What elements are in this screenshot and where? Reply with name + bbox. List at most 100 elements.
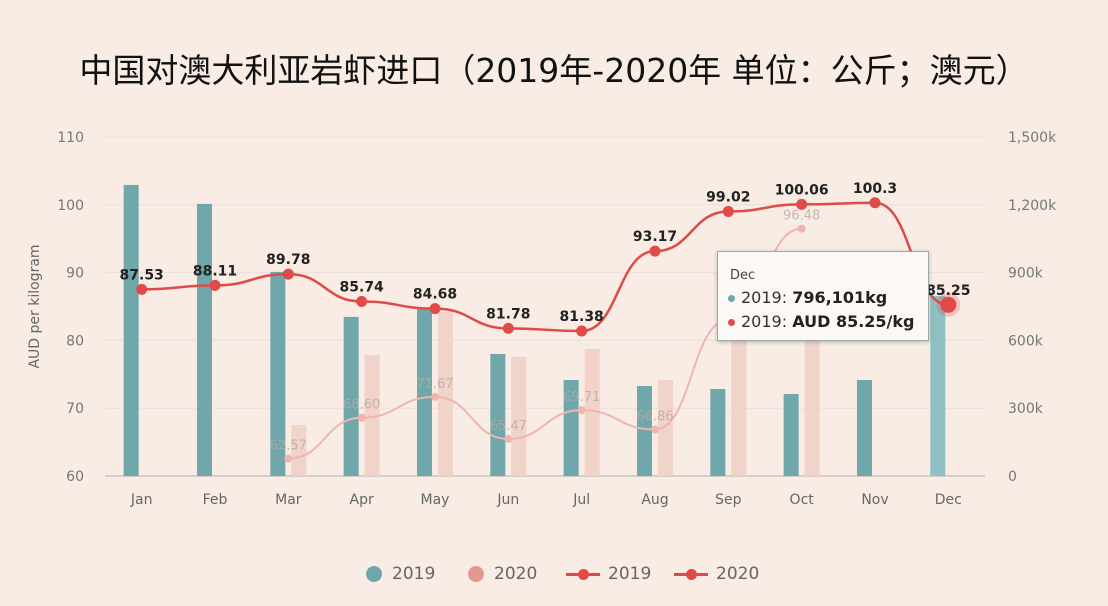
y2-tick-label: 900k bbox=[1008, 266, 1044, 282]
tooltip-value: AUD 85.25/kg bbox=[792, 312, 915, 331]
data-label-2020: 96.48 bbox=[783, 209, 820, 224]
tooltip-value: 796,101kg bbox=[792, 288, 888, 307]
legend-label: 2019 bbox=[392, 564, 436, 584]
data-label-2019: 81.38 bbox=[560, 309, 604, 325]
tooltip-row-volume: 2019: 796,101kg bbox=[728, 288, 887, 307]
x-tick-label: Aug bbox=[641, 492, 668, 508]
bar-2019 bbox=[783, 393, 799, 476]
point-2019 bbox=[796, 198, 808, 210]
data-label-2019: 99.02 bbox=[706, 189, 750, 205]
legend-item-2019-bar[interactable]: 2019 bbox=[366, 564, 435, 584]
bar-2020 bbox=[291, 424, 307, 476]
y2-tick-label: 600k bbox=[1008, 333, 1044, 349]
y-tick-label: 80 bbox=[66, 333, 84, 349]
data-label-2019: 81.78 bbox=[486, 306, 530, 322]
data-label-2019: 85.74 bbox=[340, 279, 385, 295]
point-2020 bbox=[357, 413, 366, 422]
data-label-2019: 85.25 bbox=[926, 283, 970, 299]
bar-2019 bbox=[710, 388, 726, 476]
data-label-2020: 71.67 bbox=[416, 377, 453, 392]
data-label-2019: 84.68 bbox=[413, 287, 457, 303]
point-2019 bbox=[576, 325, 588, 337]
x-tick-label: May bbox=[421, 492, 450, 508]
bar-2019 bbox=[270, 271, 286, 476]
y-tick-label: 110 bbox=[57, 130, 84, 146]
point-2020 bbox=[577, 406, 586, 415]
bar-2019 bbox=[563, 379, 579, 476]
bar-2020 bbox=[438, 311, 453, 476]
teal-dot-icon bbox=[728, 295, 735, 302]
x-tick-label: Jun bbox=[496, 492, 519, 508]
x-tick-label: Dec bbox=[935, 492, 962, 508]
tooltip: Dec 2019: 796,101kg 2019: AUD 85.25/kg bbox=[717, 251, 929, 341]
point-2020 bbox=[651, 425, 659, 434]
point-2020 bbox=[797, 224, 806, 233]
legend-label: 2019 bbox=[608, 564, 652, 584]
bar-2019 bbox=[197, 203, 212, 476]
circle-icon bbox=[366, 566, 382, 582]
circle-icon bbox=[468, 566, 484, 582]
data-label-2020: 69.71 bbox=[563, 390, 600, 405]
y-axis-label: AUD per kilogram bbox=[27, 244, 43, 368]
point-2020 bbox=[431, 392, 439, 401]
data-label-2020: 68.60 bbox=[343, 398, 380, 413]
y-tick-label: 100 bbox=[57, 198, 84, 214]
point-2019 bbox=[940, 296, 957, 313]
red-dot-icon bbox=[728, 319, 735, 326]
x-tick-label: Mar bbox=[275, 492, 302, 508]
y2-tick-label: 1,200k bbox=[1008, 198, 1057, 214]
line-marker-icon bbox=[674, 568, 708, 580]
point-2020 bbox=[284, 454, 293, 463]
legend-item-2020-line[interactable]: 2020 bbox=[674, 564, 759, 584]
point-2019 bbox=[649, 245, 661, 257]
legend-item-2020-bar[interactable]: 2020 bbox=[468, 564, 537, 584]
legend-label: 2020 bbox=[494, 564, 538, 584]
data-label-2020: 65.47 bbox=[490, 419, 527, 434]
point-2019 bbox=[502, 322, 514, 334]
y-tick-label: 60 bbox=[66, 469, 84, 485]
bar-2019 bbox=[417, 308, 432, 476]
y2-tick-label: 300k bbox=[1008, 401, 1044, 417]
point-2019 bbox=[429, 303, 441, 315]
bar-2019 bbox=[123, 184, 139, 477]
tooltip-row-price: 2019: AUD 85.25/kg bbox=[728, 312, 914, 331]
legend-item-2019-line[interactable]: 2019 bbox=[566, 564, 651, 584]
point-2020 bbox=[504, 434, 513, 443]
point-2019 bbox=[722, 205, 734, 217]
data-label-2020: 62.57 bbox=[270, 439, 307, 454]
y-tick-label: 70 bbox=[66, 401, 84, 417]
bar-2020 bbox=[804, 330, 820, 476]
data-label-2019: 100.06 bbox=[775, 182, 829, 198]
x-tick-label: Jan bbox=[130, 492, 153, 508]
line-marker-icon bbox=[566, 568, 600, 580]
x-tick-label: Nov bbox=[861, 492, 888, 508]
data-label-2019: 93.17 bbox=[633, 229, 677, 245]
bar-2019 bbox=[343, 316, 359, 476]
chart-title: 中国对澳大利亚岩虾进口（2019年-2020年 单位：公斤；澳元） bbox=[79, 51, 1029, 90]
x-tick-label: Feb bbox=[203, 492, 228, 508]
bar-2020 bbox=[511, 356, 527, 476]
y2-tick-label: 0 bbox=[1008, 469, 1017, 485]
bar-2019 bbox=[490, 353, 506, 476]
bar-2020 bbox=[584, 348, 600, 476]
bar-2019 bbox=[637, 386, 652, 476]
bar-2020 bbox=[658, 379, 673, 476]
y-tick-label: 90 bbox=[66, 266, 84, 282]
y2-tick-label: 1,500k bbox=[1008, 130, 1057, 146]
data-label-2019: 100.3 bbox=[853, 181, 897, 197]
x-tick-label: Apr bbox=[350, 492, 374, 508]
point-2019 bbox=[282, 268, 294, 280]
bar-2020 bbox=[731, 330, 747, 476]
x-tick-label: Sep bbox=[715, 492, 742, 508]
point-2019 bbox=[356, 295, 368, 307]
legend-label: 2020 bbox=[716, 564, 760, 584]
data-label-2019: 88.11 bbox=[193, 263, 237, 279]
tooltip-series: 2019: bbox=[741, 312, 793, 331]
x-tick-label: Oct bbox=[790, 492, 815, 508]
point-2019 bbox=[869, 197, 881, 209]
point-2019 bbox=[209, 279, 221, 291]
bar-2019 bbox=[857, 379, 872, 476]
tooltip-header: Dec bbox=[730, 268, 756, 283]
data-label-2019: 87.53 bbox=[120, 267, 164, 283]
